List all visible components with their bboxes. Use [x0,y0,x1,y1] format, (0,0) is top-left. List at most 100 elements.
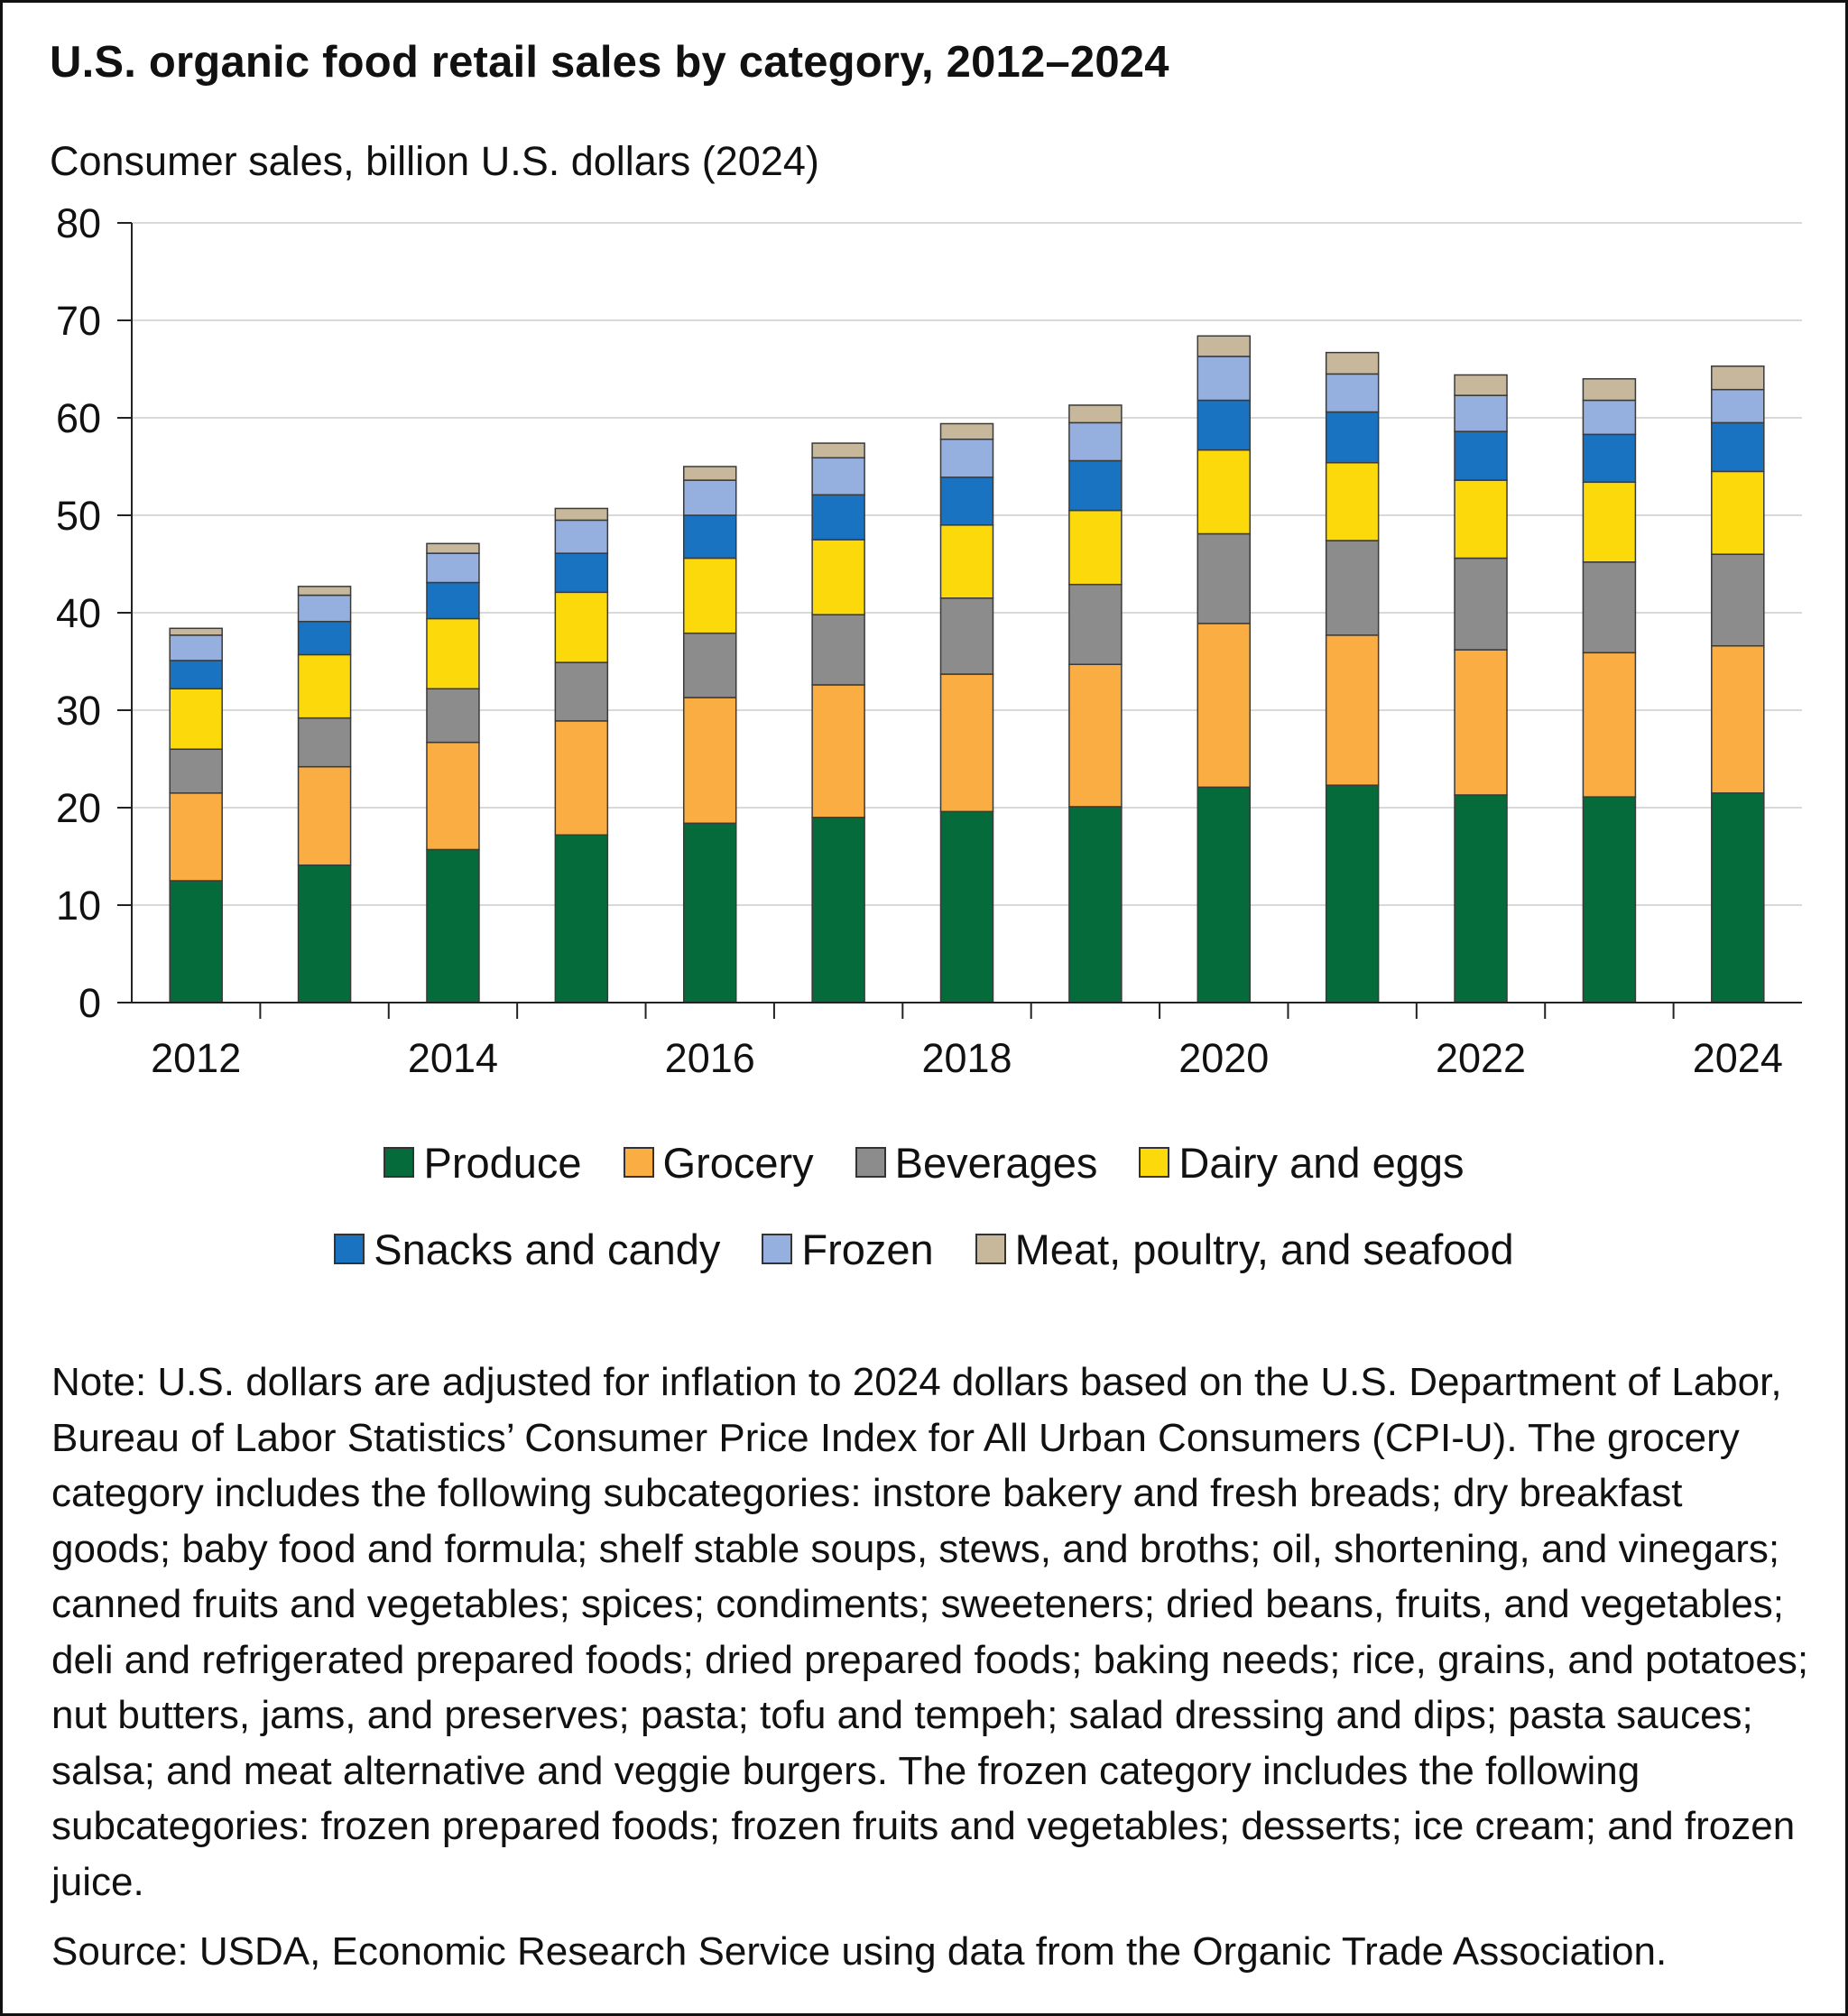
legend-label-snacks-and-candy: Snacks and candy [374,1225,721,1273]
bar-2024-produce [1711,792,1765,1003]
x-tick-label-2018: 2018 [921,1035,1012,1081]
bar-2020-snacks-and-candy [1197,399,1252,451]
bar-2014-snacks-and-candy [426,581,480,620]
bar-2018-beverages [939,597,994,675]
bar-2018-dairy-and-eggs [939,524,994,599]
bar-2019-grocery [1068,663,1123,808]
legend-label-meat-poultry-seafood: Meat, poultry, and seafood [1014,1225,1514,1273]
bar-2017-dairy-and-eggs [811,539,865,615]
x-tick-label-2012: 2012 [151,1035,241,1081]
bar-2012-dairy-and-eggs [169,688,223,750]
bar-2021-dairy-and-eggs [1325,461,1380,541]
legend: Produce Grocery Beverages Dairy and eggs… [3,1135,1845,1309]
bar-2013-produce [297,864,352,1003]
bar-2024-snacks-and-candy [1711,421,1765,473]
legend-swatch-snacks-and-candy [334,1234,365,1264]
bar-2012-snacks-and-candy [169,660,223,689]
bar-2021-beverages [1325,540,1380,636]
bar-2024-beverages [1711,553,1765,647]
bar-2019-frozen [1068,421,1123,462]
bar-2017-produce [811,817,865,1003]
bar-2019-dairy-and-eggs [1068,509,1123,586]
bar-2019-beverages [1068,583,1123,665]
bar-2017-snacks-and-candy [811,494,865,541]
legend-label-dairy-and-eggs: Dairy and eggs [1178,1138,1465,1187]
bar-2013-beverages [297,717,352,768]
bar-2023-dairy-and-eggs [1582,481,1637,563]
bar-2012-frozen [169,634,223,661]
bar-2017-grocery [811,684,865,818]
bar-2019-meat-poultry-and-seafood [1068,404,1123,424]
y-tick-label-50: 50 [56,493,101,539]
y-tick-label-20: 20 [56,785,101,831]
bar-2013-dairy-and-eggs [297,653,352,719]
x-tick-label-2022: 2022 [1436,1035,1526,1081]
bar-2024-grocery [1711,644,1765,794]
bar-2022-produce [1454,794,1508,1003]
bar-2014-produce [426,848,480,1003]
bar-2018-meat-poultry-and-seafood [939,422,994,440]
bar-2023-beverages [1582,561,1637,654]
bar-2024-meat-poultry-and-seafood [1711,365,1765,391]
bar-2019-snacks-and-candy [1068,459,1123,512]
bar-2020-grocery [1197,623,1252,789]
bar-2017-meat-poultry-and-seafood [811,442,865,459]
bar-2023-produce [1582,796,1637,1003]
bar-2012-produce [169,880,223,1003]
bar-2018-snacks-and-candy [939,476,994,526]
bar-2021-snacks-and-candy [1325,411,1380,464]
bar-2022-grocery [1454,649,1508,796]
legend-item-dairy-and-eggs: Dairy and eggs [1139,1138,1465,1188]
x-tick-label-2016: 2016 [665,1035,755,1081]
x-tick-label-2020: 2020 [1178,1035,1269,1081]
stacked-bar-chart: 0 10 20 30 40 50 60 70 80 2012 2014 2016 2018 2020 202… [56,200,1802,1081]
legend-item-produce: Produce [383,1138,582,1188]
bar-2021-produce [1325,784,1380,1003]
bar-2016-beverages [682,632,737,698]
bar-2021-grocery [1325,634,1380,786]
bar-2020-frozen [1197,356,1252,402]
bar-2020-beverages [1197,532,1252,624]
bar-2018-grocery [939,673,994,813]
bar-2023-snacks-and-candy [1582,433,1637,484]
legend-swatch-meat-poultry-seafood [975,1234,1006,1264]
y-tick-label-40: 40 [56,590,101,636]
legend-item-snacks-and-candy: Snacks and candy [334,1225,720,1274]
bar-2022-frozen [1454,394,1508,432]
bar-2016-meat-poultry-and-seafood [682,466,737,481]
bar-2013-frozen [297,594,352,623]
y-tick-label-10: 10 [56,883,101,929]
bar-2019-produce [1068,806,1123,1003]
y-tick-label-0: 0 [79,980,101,1026]
bar-2014-dairy-and-eggs [426,617,480,689]
bar-2022-meat-poultry-and-seafood [1454,374,1508,396]
bar-2013-grocery [297,765,352,866]
bar-2016-dairy-and-eggs [682,557,737,634]
y-tick-label-70: 70 [56,298,101,344]
legend-swatch-beverages [855,1147,886,1178]
bar-2020-dairy-and-eggs [1197,449,1252,535]
bar-2022-snacks-and-candy [1454,430,1508,481]
y-tick-label-80: 80 [56,200,101,246]
bar-2016-grocery [682,697,737,825]
bar-2021-frozen [1325,373,1380,413]
bar-2015-frozen [554,519,609,554]
y-tick-label-30: 30 [56,688,101,734]
bar-2021-meat-poultry-and-seafood [1325,351,1380,375]
legend-label-frozen: Frozen [801,1225,934,1273]
bar-2016-produce [682,822,737,1003]
bar-2020-produce [1197,786,1252,1003]
bar-2018-frozen [939,439,994,478]
y-tick-label-60: 60 [56,395,101,441]
chart-note: Note: U.S. dollars are adjusted for infl… [51,1360,1809,1904]
bar-2012-meat-poultry-and-seafood [169,627,223,636]
chart-title: U.S. organic food retail sales by catego… [50,38,1169,87]
bar-2014-frozen [426,552,480,584]
bar-2015-meat-poultry-and-seafood [554,507,609,522]
y-axis-label: Consumer sales, billion U.S. dollars (20… [50,138,819,184]
x-tick-label-2014: 2014 [408,1035,498,1081]
bar-2023-grocery [1582,652,1637,798]
legend-swatch-produce [383,1147,415,1178]
bar-2012-beverages [169,748,223,794]
